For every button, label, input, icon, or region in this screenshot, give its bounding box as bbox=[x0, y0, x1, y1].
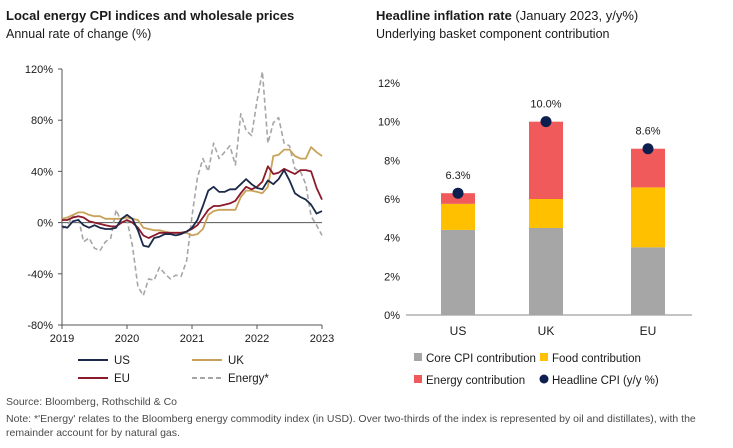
legend-swatch bbox=[414, 353, 422, 361]
bar-segment bbox=[529, 121, 563, 199]
line-x-tick-label: 2022 bbox=[245, 333, 269, 345]
line-y-tick-label: 120% bbox=[25, 64, 53, 76]
headline-data-label: 8.6% bbox=[635, 126, 660, 138]
line-y-tick-label: 0% bbox=[37, 218, 53, 230]
right-chart-title-rest: (January 2023, y/y%) bbox=[511, 8, 639, 23]
line-y-tick-label: 40% bbox=[31, 166, 53, 178]
bar-segment bbox=[529, 228, 563, 315]
bar-chart: 12% 10% 8% 6% 4% 2% 0% US 6.3% UK 10.0% EU 8.6% Core … bbox=[378, 78, 692, 387]
footnote: Note: *'Energy' relates to the Bloomberg… bbox=[6, 413, 696, 439]
left-chart-subtitle: Annual rate of change (%) bbox=[6, 27, 152, 41]
legend-label: EU bbox=[114, 373, 130, 385]
legend-label: Food contribution bbox=[552, 353, 641, 365]
series-line-eu bbox=[62, 165, 323, 239]
bar-y-tick-label: 8% bbox=[384, 155, 400, 167]
line-x-tick-label: 2020 bbox=[115, 333, 139, 345]
right-chart-title-bold: Headline inflation rate bbox=[376, 8, 512, 23]
bar-y-tick-label: 2% bbox=[384, 271, 400, 283]
bar-segment bbox=[441, 203, 475, 230]
legend-swatch bbox=[539, 374, 549, 384]
series-line-us bbox=[61, 169, 323, 248]
headline-data-label: 10.0% bbox=[530, 99, 561, 111]
line-y-tick-label: -40% bbox=[27, 269, 53, 281]
bar-y-tick-label: 6% bbox=[384, 194, 400, 206]
bar-segment bbox=[631, 148, 665, 188]
series-line-energy bbox=[61, 70, 323, 297]
left-chart-title: Local energy CPI indices and wholesale p… bbox=[6, 8, 295, 23]
line-x-tick-label: 2019 bbox=[50, 333, 74, 345]
bar-segment bbox=[441, 229, 475, 315]
legend-label: US bbox=[114, 355, 130, 367]
legend-label: UK bbox=[228, 355, 244, 367]
bar-y-tick-label: 12% bbox=[378, 78, 400, 90]
line-y-tick-label: 80% bbox=[31, 115, 53, 127]
headline-dot bbox=[642, 143, 654, 155]
headline-dot bbox=[540, 116, 552, 128]
source-note: Source: Bloomberg, Rothschild & Co bbox=[6, 396, 177, 408]
headline-data-label: 6.3% bbox=[445, 170, 470, 182]
bar-segment bbox=[631, 187, 665, 248]
right-chart-subtitle: Underlying basket component contribution bbox=[376, 27, 610, 41]
headline-dot bbox=[452, 187, 464, 199]
bar-y-tick-label: 4% bbox=[384, 233, 400, 245]
legend-label: Energy* bbox=[228, 373, 269, 385]
legend-swatch bbox=[540, 353, 548, 361]
series-line-uk bbox=[61, 146, 323, 237]
bar-y-tick-label: 0% bbox=[384, 310, 400, 322]
legend-label: Core CPI contribution bbox=[426, 353, 536, 365]
bar-category-label: US bbox=[450, 324, 467, 338]
legend-label: Headline CPI (y/y %) bbox=[552, 375, 659, 387]
bar-category-label: UK bbox=[538, 324, 555, 338]
bar-segment bbox=[631, 247, 665, 315]
line-y-tick-label: -80% bbox=[27, 320, 53, 332]
right-chart-title: Headline inflation rate (January 2023, y… bbox=[376, 8, 638, 23]
legend-label: Energy contribution bbox=[426, 375, 525, 387]
bar-category-label: EU bbox=[640, 324, 657, 338]
line-x-tick-label: 2021 bbox=[180, 333, 204, 345]
bar-segment bbox=[529, 199, 563, 228]
bar-y-tick-label: 10% bbox=[378, 117, 400, 129]
line-x-tick-label: 2023 bbox=[310, 333, 334, 345]
line-chart: 120% 80% 40% 0% -40% -80%2019 2020 2021 2022 2023… bbox=[25, 64, 334, 385]
legend-swatch bbox=[414, 375, 422, 383]
